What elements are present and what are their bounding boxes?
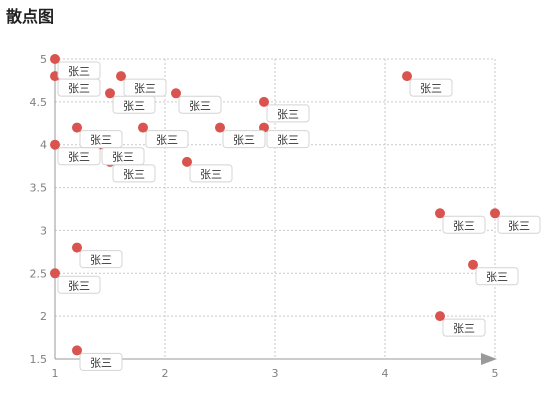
point-label-box xyxy=(112,95,156,114)
point-label-box xyxy=(79,250,123,269)
point-label: 张三 xyxy=(90,134,112,147)
data-point[interactable] xyxy=(105,88,115,99)
point-label: 张三 xyxy=(277,108,299,121)
data-point[interactable] xyxy=(72,345,82,356)
data-point[interactable] xyxy=(435,311,445,322)
y-tick-label: 4 xyxy=(40,139,47,152)
point-label-box xyxy=(57,147,101,166)
y-tick-label: 2.5 xyxy=(30,267,48,280)
point-label: 张三 xyxy=(112,151,134,164)
point-label: 张三 xyxy=(68,151,90,164)
y-tick-label: 2 xyxy=(40,310,47,323)
data-point[interactable] xyxy=(72,242,82,253)
point-label: 张三 xyxy=(123,168,145,181)
point-label-box xyxy=(442,318,486,337)
point-label: 张三 xyxy=(233,134,255,147)
data-point[interactable] xyxy=(138,122,148,133)
point-label-box xyxy=(222,130,266,149)
point-label: 张三 xyxy=(200,168,222,181)
point-label-box xyxy=(266,130,310,149)
point-label: 张三 xyxy=(90,254,112,267)
y-tick-label: 3 xyxy=(40,224,47,237)
point-label-box xyxy=(497,215,541,234)
point-label: 张三 xyxy=(123,99,145,112)
point-label-box xyxy=(409,78,453,97)
point-label: 张三 xyxy=(68,82,90,95)
point-label-box xyxy=(266,104,310,123)
point-label: 张三 xyxy=(68,65,90,78)
data-point[interactable] xyxy=(468,259,478,270)
chart-title: 散点图 xyxy=(6,7,55,26)
data-point[interactable] xyxy=(490,208,500,219)
x-tick-label: 4 xyxy=(382,367,389,380)
data-point[interactable] xyxy=(116,71,126,82)
point-label: 张三 xyxy=(156,134,178,147)
point-label-box xyxy=(475,267,519,286)
x-axis-arrow-icon xyxy=(481,353,497,365)
data-point[interactable] xyxy=(259,96,269,107)
point-label: 张三 xyxy=(277,134,299,147)
x-tick-label: 3 xyxy=(272,367,279,380)
point-label: 张三 xyxy=(134,82,156,95)
data-point[interactable] xyxy=(215,122,225,133)
point-label: 张三 xyxy=(486,271,508,284)
y-tick-label: 4.5 xyxy=(30,96,48,109)
point-label: 张三 xyxy=(420,82,442,95)
data-point[interactable] xyxy=(435,208,445,219)
point-label-box xyxy=(57,78,101,97)
x-tick-label: 1 xyxy=(52,367,59,380)
data-point[interactable] xyxy=(402,71,412,82)
y-tick-label: 3.5 xyxy=(30,182,48,195)
point-label-box xyxy=(79,130,123,149)
data-point[interactable] xyxy=(50,139,60,150)
data-point[interactable] xyxy=(50,268,60,279)
data-point[interactable] xyxy=(182,156,192,167)
x-tick-label: 2 xyxy=(162,367,169,380)
y-tick-label: 5 xyxy=(40,53,47,66)
point-label-box xyxy=(112,164,156,183)
data-point[interactable] xyxy=(72,122,82,133)
point-label-box xyxy=(189,164,233,183)
point-label: 张三 xyxy=(189,99,211,112)
point-label: 张三 xyxy=(453,219,475,232)
point-label-box xyxy=(178,95,222,114)
point-label-box xyxy=(79,352,123,371)
y-tick-label: 1.5 xyxy=(30,353,48,366)
data-point[interactable] xyxy=(171,88,181,99)
point-label-box xyxy=(57,275,101,294)
data-point[interactable] xyxy=(50,54,60,64)
point-label-box xyxy=(442,215,486,234)
point-label: 张三 xyxy=(508,219,530,232)
point-label-box xyxy=(145,130,189,149)
point-label: 张三 xyxy=(453,322,475,335)
x-tick-label: 5 xyxy=(492,367,499,380)
point-label: 张三 xyxy=(68,279,90,292)
point-label: 张三 xyxy=(90,356,112,369)
